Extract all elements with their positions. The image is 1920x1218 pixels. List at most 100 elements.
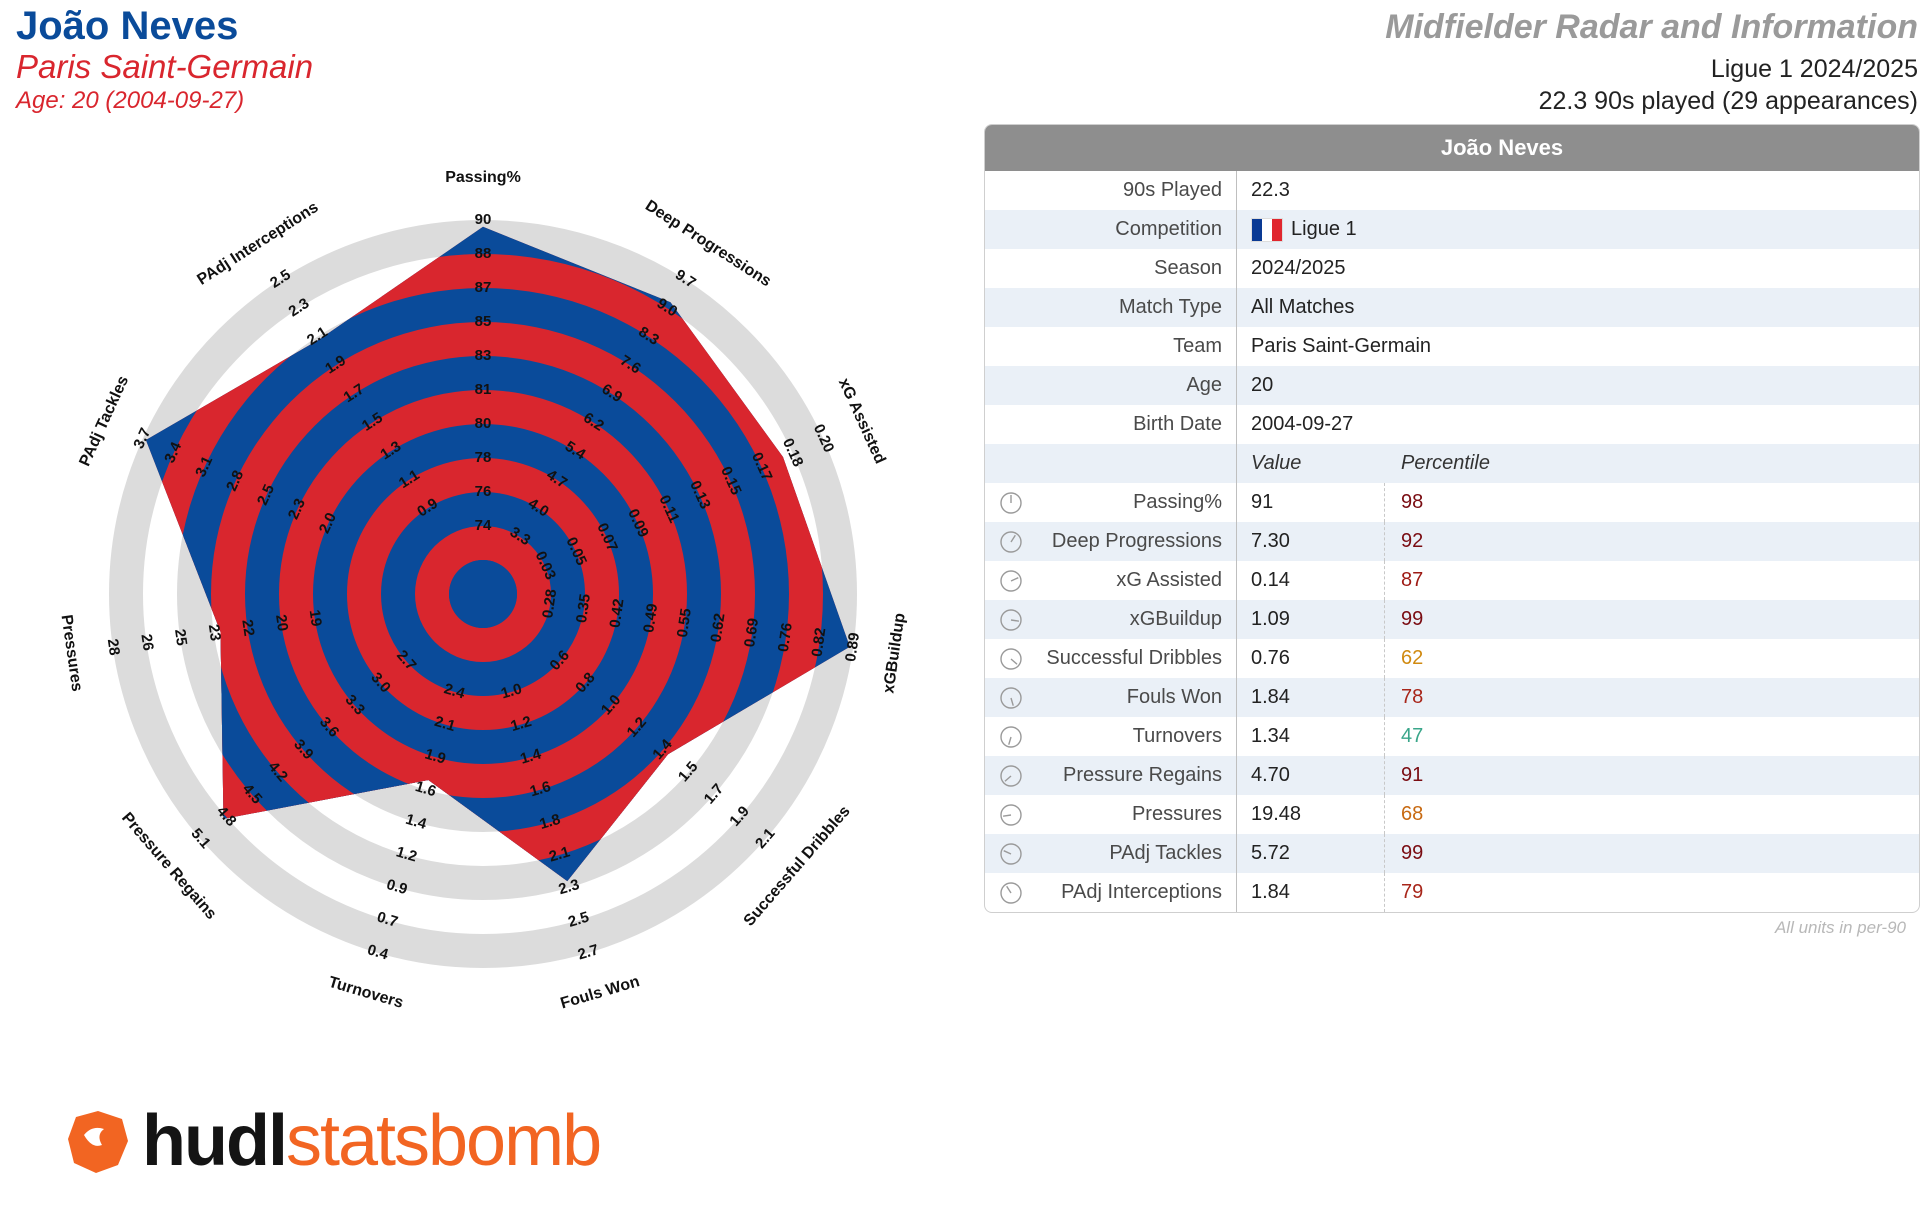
radar-tick-label: 1.6: [528, 778, 553, 800]
radar-tick-label: 20: [272, 613, 291, 632]
stat-percentile: 98: [1401, 491, 1424, 513]
stat-percentile: 99: [1401, 842, 1424, 864]
stat-row: xG Assisted 0.14 87: [985, 561, 1919, 600]
stat-icon-cell: [985, 530, 1037, 554]
radar-tick-label: 1.2: [394, 843, 419, 865]
clock-dial-icon: [1000, 608, 1022, 631]
radar-tick-label: 28: [104, 638, 123, 657]
radar-tick-label: 1.9: [423, 745, 448, 767]
stats-header-spacer: [985, 444, 1237, 483]
info-label: Season: [985, 249, 1237, 288]
radar-tick-label: 76: [475, 483, 492, 500]
info-value-cell: 2004-09-27: [1237, 413, 1353, 436]
radar-metric-label: Fouls Won: [559, 973, 642, 1012]
radar-tick-label: 1.6: [413, 778, 438, 800]
radar-tick-label: 85: [475, 313, 492, 330]
info-row: Match Type All Matches: [985, 288, 1919, 327]
stat-label: Fouls Won: [1037, 678, 1237, 717]
info-value-cell: All Matches: [1237, 296, 1354, 319]
stat-label: xGBuildup: [1037, 600, 1237, 639]
radar-tick-label: 88: [475, 245, 492, 262]
age-line: Age: 20 (2004-09-27): [16, 87, 245, 114]
radar-tick-label: 2.4: [442, 680, 467, 702]
radar-tick-label: 74: [475, 517, 492, 534]
stat-icon-cell: [985, 764, 1037, 788]
radar-tick-label: 0.28: [539, 588, 560, 619]
radar-tick-label: 81: [475, 381, 492, 398]
info-label: Age: [985, 366, 1237, 405]
stat-value: 1.84: [1237, 678, 1385, 717]
radar-tick-label: 87: [475, 279, 492, 296]
radar-tick-label: 90: [475, 211, 492, 228]
radar-tick-label: 1.4: [404, 811, 429, 833]
stat-icon-cell: [985, 842, 1037, 866]
radar-chart: 74767880818385878890Passing%3.34.04.75.4…: [58, 169, 909, 1012]
info-row: Competition Ligue 1: [985, 210, 1919, 249]
info-value: 20: [1251, 374, 1274, 396]
info-row: 90s Played 22.3: [985, 171, 1919, 210]
info-row: Season 2024/2025: [985, 249, 1919, 288]
stat-percentile: 79: [1401, 881, 1424, 903]
info-value: 22.3: [1251, 179, 1290, 201]
radar-tick-label: 0.9: [385, 876, 410, 898]
clock-dial-icon: [1000, 881, 1022, 904]
radar-tick-label: 0.76: [775, 622, 796, 653]
radar-tick-label: 2.7: [576, 941, 601, 963]
stat-row: Successful Dribbles 0.76 62: [985, 639, 1919, 678]
stat-label: Deep Progressions: [1037, 522, 1237, 561]
competition-season: Ligue 1 2024/2025: [1710, 55, 1918, 83]
stat-value: 7.30: [1237, 522, 1385, 561]
radar-metric-label: Pressures: [58, 614, 86, 693]
radar-tick-label: 2.1: [432, 713, 457, 735]
stat-percentile: 92: [1401, 530, 1424, 552]
clock-dial-icon: [1000, 725, 1022, 748]
info-label: 90s Played: [985, 171, 1237, 210]
player-name: João Neves: [16, 4, 239, 48]
stat-label: Pressure Regains: [1037, 756, 1237, 795]
radar-tick-label: 0.55: [674, 607, 695, 638]
clock-dial-icon: [1000, 764, 1022, 787]
info-rows: 90s Played 22.3 Competition Ligue 1 Season 20…: [985, 171, 1919, 444]
stat-icon-cell: [985, 647, 1037, 671]
stat-row: Passing% 91 98: [985, 483, 1919, 522]
stat-value: 0.14: [1237, 561, 1385, 600]
info-row: Age 20: [985, 366, 1919, 405]
logo-hudl: hudl: [142, 1101, 288, 1181]
radar-tick-label: 1.4: [518, 745, 543, 767]
stat-row: xGBuildup 1.09 99: [985, 600, 1919, 639]
radar-metric-label: xG Assisted: [835, 376, 889, 467]
radar-tick-label: 0.89: [842, 631, 863, 662]
info-row: Birth Date 2004-09-27: [985, 405, 1919, 444]
info-value-cell: 2024/2025: [1237, 257, 1346, 280]
radar-metric-label: Passing%: [445, 169, 521, 186]
stats-header-row: Value Percentile: [985, 444, 1919, 483]
clock-dial-icon: [1000, 803, 1022, 826]
stat-label: PAdj Tackles: [1037, 834, 1237, 873]
radar-center: [449, 560, 517, 628]
radar-tick-label: 0.82: [808, 627, 829, 658]
radar-metric-label: PAdj Tackles: [76, 373, 132, 469]
info-label: Competition: [985, 210, 1237, 249]
stat-row: Fouls Won 1.84 78: [985, 678, 1919, 717]
stat-row: Pressure Regains 4.70 91: [985, 756, 1919, 795]
radar-metric-label: Turnovers: [327, 974, 406, 1012]
stat-value: 5.72: [1237, 834, 1385, 873]
logo-text: hudlstatsbomb: [142, 1100, 602, 1182]
radar-tick-label: 25: [171, 628, 190, 647]
stat-percentile: 87: [1401, 569, 1424, 591]
stat-row: PAdj Interceptions 1.84 79: [985, 873, 1919, 912]
stat-icon-cell: [985, 686, 1037, 710]
info-value: 2024/2025: [1251, 257, 1346, 279]
radar-tick-label: 22: [238, 618, 257, 637]
clock-dial-icon: [1000, 686, 1022, 709]
stat-label: Pressures: [1037, 795, 1237, 834]
stat-value: 4.70: [1237, 756, 1385, 795]
info-value: Ligue 1: [1291, 218, 1357, 240]
radar-tick-label: 19: [306, 609, 325, 628]
stat-rows: Passing% 91 98 Deep Progressions 7.30 92 xG As…: [985, 483, 1919, 912]
radar-metric-label: xGBuildup: [880, 612, 908, 695]
radar-tick-label: 83: [475, 347, 492, 364]
stat-label: PAdj Interceptions: [1037, 873, 1237, 912]
info-value: 2004-09-27: [1251, 413, 1354, 435]
stat-icon-cell: [985, 491, 1037, 515]
